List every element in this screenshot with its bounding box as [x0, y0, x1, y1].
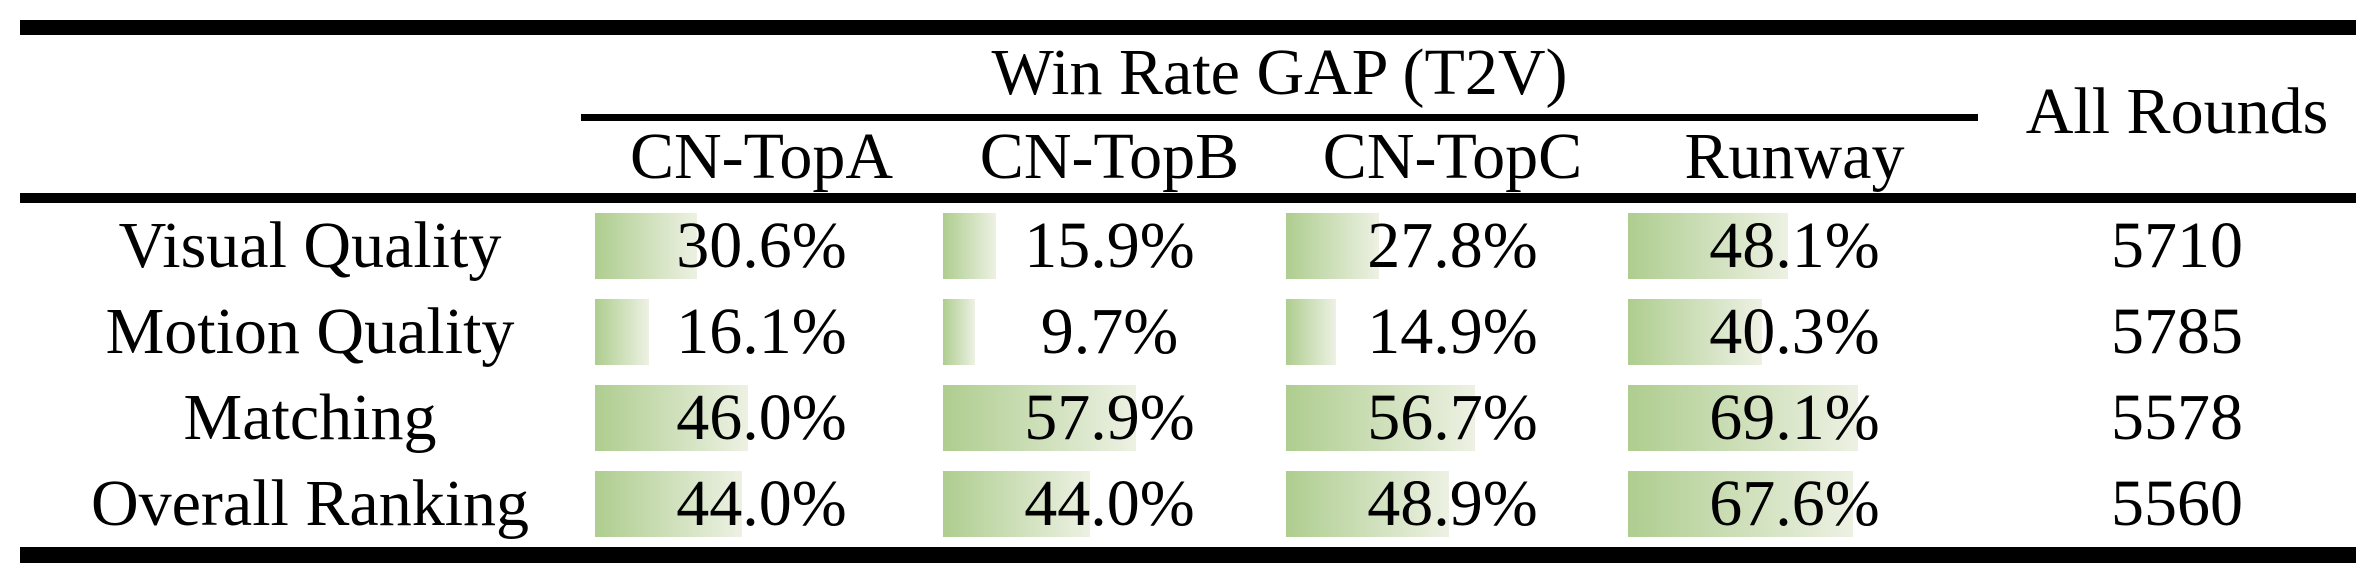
- win-rate-value: 14.9%: [1367, 295, 1538, 368]
- win-rate-cell: 46.0%: [595, 375, 928, 461]
- win-rate-bar: [595, 299, 649, 365]
- table-row-matching: Matching 46.0% 57.9% 56.7% 69.1% 5578: [0, 375, 2376, 461]
- column-header-row: CN-TopA CN-TopB CN-TopC Runway: [0, 120, 2376, 193]
- win-rate-bar: [1286, 471, 1449, 537]
- column-header-runway: Runway: [1684, 120, 1905, 193]
- group-header-rule: [581, 114, 1978, 121]
- win-rate-value: 9.7%: [1040, 295, 1179, 368]
- win-rate-cell: 14.9%: [1286, 289, 1619, 375]
- win-rate-cell: 27.8%: [1286, 203, 1619, 289]
- win-rate-bar: [1286, 385, 1475, 451]
- win-rate-bar: [1628, 471, 1854, 537]
- win-rate-cell: 30.6%: [595, 203, 928, 289]
- table-row-motion-quality: Motion Quality 16.1% 9.7% 14.9% 40.3% 57…: [0, 289, 2376, 375]
- win-rate-value: 56.7%: [1367, 381, 1538, 454]
- column-header-cn-topa: CN-TopA: [629, 120, 894, 193]
- win-rate-bar: [943, 385, 1136, 451]
- win-rate-bar: [1628, 385, 1859, 451]
- win-rate-bar: [595, 471, 742, 537]
- column-header-cn-topc: CN-TopC: [1322, 120, 1583, 193]
- win-rate-bar: [943, 213, 996, 279]
- win-rate-value: 27.8%: [1367, 209, 1538, 282]
- win-rate-value: 30.6%: [676, 209, 847, 282]
- win-rate-cell: 9.7%: [943, 289, 1276, 375]
- win-rate-bar: [1628, 299, 1763, 365]
- win-rate-value: 44.0%: [1024, 467, 1195, 540]
- win-rate-bar: [1286, 213, 1379, 279]
- win-rate-cell: 44.0%: [595, 461, 928, 547]
- win-rate-value: 15.9%: [1024, 209, 1195, 282]
- win-rate-value: 48.9%: [1367, 467, 1538, 540]
- win-rate-cell: 40.3%: [1628, 289, 1961, 375]
- win-rate-cell: 16.1%: [595, 289, 928, 375]
- top-rule: [20, 20, 2356, 35]
- group-header: Win Rate GAP (T2V): [991, 35, 1568, 109]
- win-rate-cell: 69.1%: [1628, 375, 1961, 461]
- table-row-overall-ranking: Overall Ranking 44.0% 44.0% 48.9% 67.6% …: [0, 461, 2376, 547]
- row-label: Visual Quality: [118, 209, 502, 282]
- win-rate-value: 69.1%: [1709, 381, 1880, 454]
- win-rate-cell: 48.1%: [1628, 203, 1961, 289]
- win-rate-cell: 15.9%: [943, 203, 1276, 289]
- row-label: Overall Ranking: [90, 467, 530, 540]
- all-rounds-value: 5785: [2111, 295, 2243, 368]
- win-rate-cell: 48.9%: [1286, 461, 1619, 547]
- win-rate-cell: 67.6%: [1628, 461, 1961, 547]
- win-rate-value: 48.1%: [1709, 209, 1880, 282]
- win-rate-value: 57.9%: [1024, 381, 1195, 454]
- group-header-band: Win Rate GAP (T2V): [0, 31, 2376, 114]
- all-rounds-value: 5578: [2111, 381, 2243, 454]
- all-rounds-value: 5560: [2111, 467, 2243, 540]
- win-rate-bar: [1286, 299, 1336, 365]
- all-rounds-value: 5710: [2111, 209, 2243, 282]
- win-rate-value: 46.0%: [676, 381, 847, 454]
- win-rate-bar: [595, 385, 749, 451]
- win-rate-cell: 44.0%: [943, 461, 1276, 547]
- win-rate-value: 44.0%: [676, 467, 847, 540]
- column-header-cn-topb: CN-TopB: [979, 120, 1240, 193]
- win-rate-bar: [943, 471, 1090, 537]
- win-rate-cell: 56.7%: [1286, 375, 1619, 461]
- table-row-visual-quality: Visual Quality 30.6% 15.9% 27.8% 48.1% 5…: [0, 203, 2376, 289]
- row-label: Motion Quality: [105, 295, 515, 368]
- column-header-all-rounds: All Rounds: [2025, 75, 2329, 148]
- win-rate-bar: [1628, 213, 1789, 279]
- row-label: Matching: [183, 381, 437, 454]
- win-rate-bar: [943, 299, 976, 365]
- win-rate-value: 16.1%: [676, 295, 847, 368]
- header-rule: [20, 193, 2356, 203]
- win-rate-cell: 57.9%: [943, 375, 1276, 461]
- bottom-rule: [20, 547, 2356, 563]
- win-rate-value: 40.3%: [1709, 295, 1880, 368]
- win-rate-bar: [595, 213, 697, 279]
- win-rate-value: 67.6%: [1709, 467, 1880, 540]
